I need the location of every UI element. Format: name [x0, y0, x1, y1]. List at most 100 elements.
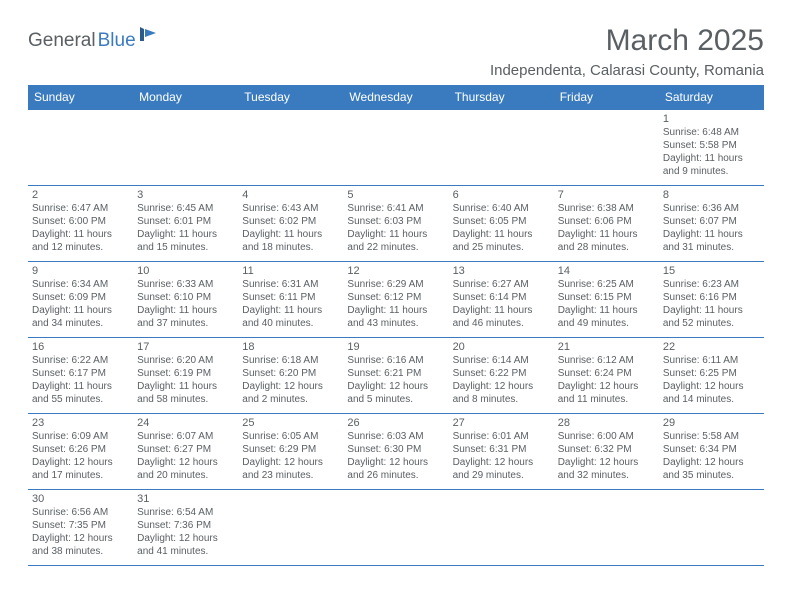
- day-number: 2: [32, 189, 129, 201]
- calendar-cell: 4Sunrise: 6:43 AMSunset: 6:02 PMDaylight…: [238, 186, 343, 262]
- calendar-row: 9Sunrise: 6:34 AMSunset: 6:09 PMDaylight…: [28, 262, 764, 338]
- calendar-row: 16Sunrise: 6:22 AMSunset: 6:17 PMDayligh…: [28, 338, 764, 414]
- daylight-line: Daylight: 12 hours and 38 minutes.: [32, 532, 129, 558]
- calendar-cell: 7Sunrise: 6:38 AMSunset: 6:06 PMDaylight…: [554, 186, 659, 262]
- sunrise-line: Sunrise: 6:45 AM: [137, 202, 234, 215]
- sunrise-line: Sunrise: 6:00 AM: [558, 430, 655, 443]
- calendar-row: 2Sunrise: 6:47 AMSunset: 6:00 PM Daylight…: [28, 186, 764, 262]
- sunrise-line: Sunrise: 6:48 AM: [663, 126, 760, 139]
- day-header: Friday: [554, 85, 659, 110]
- daylight-line: Daylight: 12 hours and 14 minutes.: [663, 380, 760, 406]
- daylight-line: Daylight: 12 hours and 17 minutes.: [32, 456, 129, 482]
- daylight-line: Daylight: 12 hours and 26 minutes.: [347, 456, 444, 482]
- daylight-line: Daylight: 12 hours and 11 minutes.: [558, 380, 655, 406]
- calendar-cell-empty: [238, 490, 343, 566]
- sunrise-line: Sunrise: 6:11 AM: [663, 354, 760, 367]
- calendar-cell: 28Sunrise: 6:00 AMSunset: 6:32 PMDayligh…: [554, 414, 659, 490]
- sunset-line: Sunset: 6:27 PM: [137, 443, 234, 456]
- sunrise-line: Sunrise: 6:41 AM: [347, 202, 444, 215]
- sunset-line: Sunset: 6:03 PM: [347, 215, 444, 228]
- sunset-line: Sunset: 6:07 PM: [663, 215, 760, 228]
- sunset-line: Sunset: 6:26 PM: [32, 443, 129, 456]
- logo-text-blue: Blue: [98, 30, 136, 52]
- day-number: 8: [663, 189, 760, 201]
- calendar-cell: 24Sunrise: 6:07 AMSunset: 6:27 PMDayligh…: [133, 414, 238, 490]
- day-header: Wednesday: [343, 85, 448, 110]
- sunrise-line: Sunrise: 6:54 AM: [137, 506, 234, 519]
- sunset-line: Sunset: 6:22 PM: [453, 367, 550, 380]
- sunrise-line: Sunrise: 6:14 AM: [453, 354, 550, 367]
- day-number: 16: [32, 341, 129, 353]
- day-number: 24: [137, 417, 234, 429]
- sunset-line: Sunset: 6:01 PM: [137, 215, 234, 228]
- logo-flag-icon: [140, 27, 162, 48]
- sunrise-line: Sunrise: 6:47 AM: [32, 202, 129, 215]
- daylight-line: Daylight: 11 hours and 37 minutes.: [137, 304, 234, 330]
- sunrise-line: Sunrise: 5:58 AM: [663, 430, 760, 443]
- sunset-line: Sunset: 6:16 PM: [663, 291, 760, 304]
- calendar-body: 1Sunrise: 6:48 AMSunset: 5:58 PMDaylight…: [28, 110, 764, 566]
- daylight-line: Daylight: 12 hours and 41 minutes.: [137, 532, 234, 558]
- calendar-cell: 21Sunrise: 6:12 AMSunset: 6:24 PMDayligh…: [554, 338, 659, 414]
- month-title: March 2025: [490, 24, 764, 58]
- day-number: 22: [663, 341, 760, 353]
- calendar-cell: 31Sunrise: 6:54 AMSunset: 7:36 PMDayligh…: [133, 490, 238, 566]
- day-number: 21: [558, 341, 655, 353]
- calendar-cell-empty: [238, 110, 343, 186]
- sunset-line: Sunset: 6:00 PM: [32, 215, 129, 228]
- sunset-line: Sunset: 7:36 PM: [137, 519, 234, 532]
- calendar-cell: 25Sunrise: 6:05 AMSunset: 6:29 PMDayligh…: [238, 414, 343, 490]
- sunset-line: Sunset: 6:30 PM: [347, 443, 444, 456]
- sunset-line: Sunset: 6:34 PM: [663, 443, 760, 456]
- calendar-cell-empty: [343, 110, 448, 186]
- day-number: 19: [347, 341, 444, 353]
- daylight-line: Daylight: 11 hours and 58 minutes.: [137, 380, 234, 406]
- day-number: 26: [347, 417, 444, 429]
- calendar-cell-empty: [343, 490, 448, 566]
- sunrise-line: Sunrise: 6:25 AM: [558, 278, 655, 291]
- calendar-row: 1Sunrise: 6:48 AMSunset: 5:58 PMDaylight…: [28, 110, 764, 186]
- calendar-cell: 13Sunrise: 6:27 AMSunset: 6:14 PMDayligh…: [449, 262, 554, 338]
- daylight-line: Daylight: 11 hours and 46 minutes.: [453, 304, 550, 330]
- calendar-cell: 3Sunrise: 6:45 AMSunset: 6:01 PMDaylight…: [133, 186, 238, 262]
- daylight-line: Daylight: 11 hours and 40 minutes.: [242, 304, 339, 330]
- sunrise-line: Sunrise: 6:27 AM: [453, 278, 550, 291]
- sunset-line: Sunset: 6:29 PM: [242, 443, 339, 456]
- sunset-line: Sunset: 6:02 PM: [242, 215, 339, 228]
- sunrise-line: Sunrise: 6:03 AM: [347, 430, 444, 443]
- sunrise-line: Sunrise: 6:05 AM: [242, 430, 339, 443]
- daylight-line: Daylight: 12 hours and 29 minutes.: [453, 456, 550, 482]
- daylight-line: Daylight: 12 hours and 8 minutes.: [453, 380, 550, 406]
- day-number: 11: [242, 265, 339, 277]
- daylight-line: Daylight: 11 hours and 15 minutes.: [137, 228, 234, 254]
- sunrise-line: Sunrise: 6:36 AM: [663, 202, 760, 215]
- sunrise-line: Sunrise: 6:29 AM: [347, 278, 444, 291]
- calendar-page: General Blue March 2025 Independenta, Ca…: [0, 0, 792, 590]
- sunrise-line: Sunrise: 6:56 AM: [32, 506, 129, 519]
- sunrise-line: Sunrise: 6:12 AM: [558, 354, 655, 367]
- calendar-cell: 6Sunrise: 6:40 AMSunset: 6:05 PMDaylight…: [449, 186, 554, 262]
- calendar-cell-empty: [449, 490, 554, 566]
- day-number: 10: [137, 265, 234, 277]
- sunrise-line: Sunrise: 6:20 AM: [137, 354, 234, 367]
- sunset-line: Sunset: 6:10 PM: [137, 291, 234, 304]
- daylight-line: Daylight: 11 hours and 43 minutes.: [347, 304, 444, 330]
- calendar-cell: 29Sunrise: 5:58 AMSunset: 6:34 PMDayligh…: [659, 414, 764, 490]
- calendar-cell: 12Sunrise: 6:29 AMSunset: 6:12 PMDayligh…: [343, 262, 448, 338]
- sunrise-line: Sunrise: 6:31 AM: [242, 278, 339, 291]
- sunset-line: Sunset: 6:20 PM: [242, 367, 339, 380]
- day-number: 18: [242, 341, 339, 353]
- day-number: 6: [453, 189, 550, 201]
- day-number: 12: [347, 265, 444, 277]
- logo: General Blue: [28, 30, 162, 52]
- day-header-row: SundayMondayTuesdayWednesdayThursdayFrid…: [28, 85, 764, 110]
- day-number: 7: [558, 189, 655, 201]
- daylight-line: Daylight: 12 hours and 32 minutes.: [558, 456, 655, 482]
- calendar-cell-empty: [554, 490, 659, 566]
- calendar-cell: 1Sunrise: 6:48 AMSunset: 5:58 PMDaylight…: [659, 110, 764, 186]
- calendar-cell: 15Sunrise: 6:23 AMSunset: 6:16 PMDayligh…: [659, 262, 764, 338]
- day-number: 5: [347, 189, 444, 201]
- calendar-cell-empty: [449, 110, 554, 186]
- daylight-line: Daylight: 11 hours and 28 minutes.: [558, 228, 655, 254]
- sunset-line: Sunset: 6:24 PM: [558, 367, 655, 380]
